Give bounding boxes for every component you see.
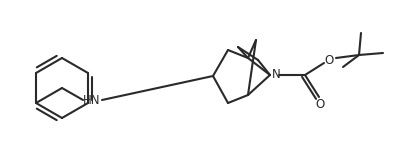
Text: HN: HN <box>83 93 100 106</box>
Text: O: O <box>315 99 324 111</box>
Text: O: O <box>324 54 333 66</box>
Text: N: N <box>271 69 280 81</box>
